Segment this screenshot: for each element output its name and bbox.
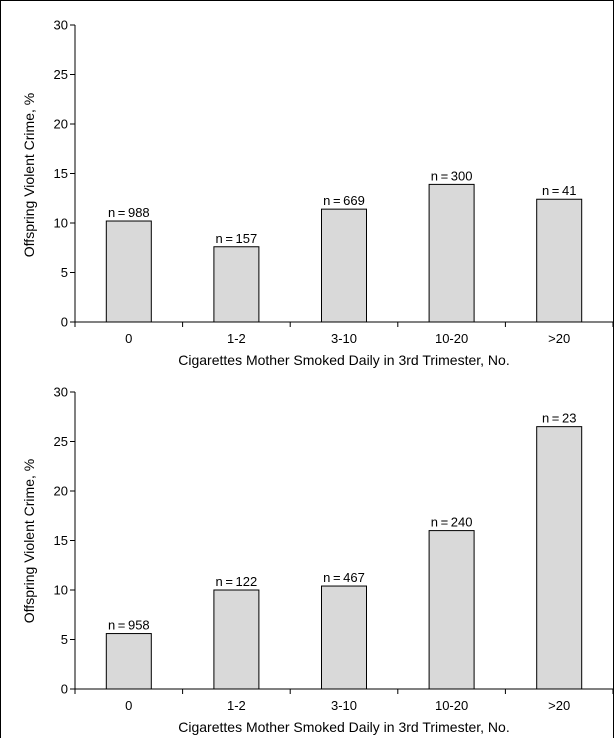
y-tick-label: 20	[54, 484, 68, 499]
bar-data-label: n = 41	[542, 183, 577, 198]
bar-data-label: n = 300	[431, 168, 473, 183]
x-tick-label: >20	[548, 698, 570, 713]
y-tick-label: 30	[54, 385, 68, 400]
bar	[428, 530, 475, 690]
bar-data-label: n = 669	[323, 193, 365, 208]
y-tick-label: 5	[61, 265, 68, 280]
y-tick-label: 5	[61, 632, 68, 647]
bar	[213, 589, 260, 690]
bar	[321, 208, 367, 323]
x-tick-label: 3-10	[331, 331, 357, 346]
x-tick-label: 10-20	[435, 331, 468, 346]
bar	[321, 585, 367, 690]
bar-data-label: n = 23	[542, 411, 577, 426]
x-axis: 0 1-2 3-10 10-20 >20	[74, 688, 614, 713]
y-tick-label: 20	[54, 117, 68, 132]
x-tick-label: 10-20	[435, 698, 468, 713]
bar	[536, 426, 583, 690]
bar-data-label: n = 958	[108, 618, 150, 633]
y-tick-label: 10	[54, 216, 68, 231]
y-axis: 0 5 10 15 20 25 30	[54, 385, 76, 697]
x-tick-label: >20	[548, 331, 570, 346]
y-axis: 0 5 10 15 20 25 30	[54, 18, 76, 330]
bar	[536, 198, 583, 323]
y-tick-label: 0	[61, 315, 68, 330]
bar-data-label: n = 467	[323, 570, 365, 585]
bar-data-label: n = 157	[216, 231, 258, 246]
bar	[105, 220, 152, 323]
x-tick-label: 1-2	[227, 698, 246, 713]
y-tick-label: 25	[54, 434, 68, 449]
bar	[105, 633, 152, 690]
bar-data-label: n = 240	[431, 515, 473, 530]
x-tick-label: 0	[125, 698, 132, 713]
bar	[213, 246, 260, 323]
y-tick-label: 15	[54, 166, 68, 181]
bar-series: n = 958 n = 122 n = 467 n = 240 n = 23	[105, 411, 583, 690]
x-axis: 0 1-2 3-10 10-20 >20	[74, 321, 614, 346]
y-tick-label: 15	[54, 533, 68, 548]
y-axis-title: Offspring Violent Crime, %	[21, 93, 37, 257]
x-tick-label: 1-2	[227, 331, 246, 346]
bar-series: n = 988 n = 157 n = 669 n = 300 n = 41	[105, 168, 583, 323]
y-tick-label: 25	[54, 67, 68, 82]
y-axis-title: Offspring Violent Crime, %	[21, 459, 37, 623]
x-axis-title: Cigarettes Mother Smoked Daily in 3rd Tr…	[178, 719, 509, 735]
bar-data-label: n = 988	[108, 205, 150, 220]
x-axis-title: Cigarettes Mother Smoked Daily in 3rd Tr…	[178, 352, 509, 368]
bar-data-label: n = 122	[216, 574, 258, 589]
y-tick-label: 0	[61, 682, 68, 697]
bar	[428, 183, 475, 323]
y-tick-label: 10	[54, 583, 68, 598]
x-tick-label: 0	[125, 331, 132, 346]
y-tick-label: 30	[54, 18, 68, 33]
x-tick-label: 3-10	[331, 698, 357, 713]
